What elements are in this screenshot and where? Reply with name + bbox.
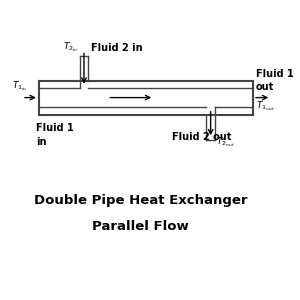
Text: Fluid 1: Fluid 1 (256, 69, 294, 79)
Text: $T_{1_{out}}$: $T_{1_{out}}$ (256, 100, 275, 113)
Text: $T_{1_{in}}$: $T_{1_{in}}$ (12, 80, 27, 93)
Text: $T_{2_{in}}$: $T_{2_{in}}$ (63, 41, 78, 54)
Text: in: in (36, 137, 46, 147)
Text: Fluid 2 in: Fluid 2 in (91, 43, 143, 53)
Text: $T_{2_{out}}$: $T_{2_{out}}$ (216, 135, 235, 149)
Text: Double Pipe Heat Exchanger: Double Pipe Heat Exchanger (34, 194, 247, 207)
Text: out: out (256, 82, 274, 92)
Text: Fluid 1: Fluid 1 (36, 124, 74, 134)
Text: Fluid 2 out: Fluid 2 out (172, 132, 232, 142)
Text: Parallel Flow: Parallel Flow (92, 220, 189, 233)
